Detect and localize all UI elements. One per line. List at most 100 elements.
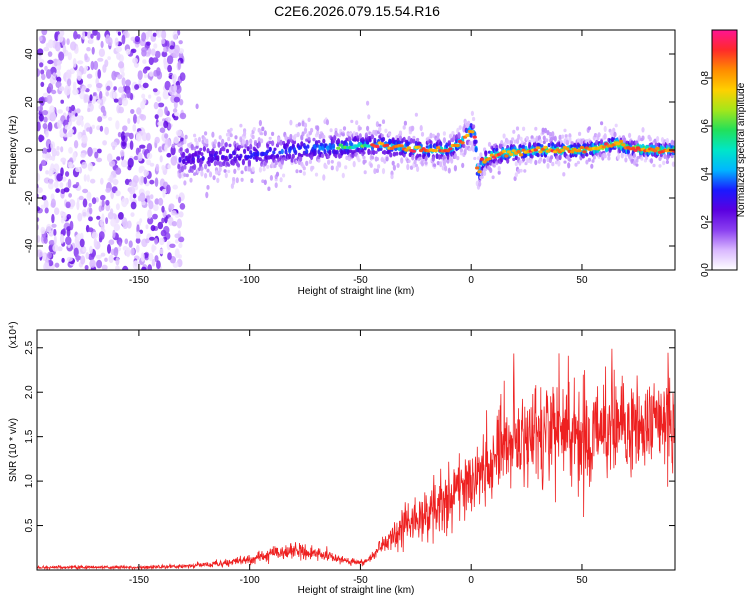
spectrogram-cell bbox=[66, 256, 73, 262]
spectrogram-cell bbox=[72, 58, 77, 68]
spectrogram-cell bbox=[236, 163, 241, 168]
spectrogram-cell bbox=[137, 70, 143, 80]
spectrogram-cell bbox=[112, 91, 118, 100]
spectrogram-cell bbox=[515, 126, 520, 131]
spectrogram-cell bbox=[65, 69, 72, 79]
spectrogram-cell bbox=[44, 65, 48, 71]
spectrogram-peak bbox=[618, 139, 624, 143]
spectrogram-cell bbox=[141, 266, 147, 270]
spectrogram-cell bbox=[71, 115, 76, 122]
spectrogram-cell bbox=[147, 47, 152, 55]
spectrogram-cell bbox=[51, 89, 57, 95]
spectrogram-cell bbox=[156, 30, 162, 38]
spectrogram-cell bbox=[43, 46, 50, 52]
spectrogram-cell bbox=[373, 168, 377, 175]
spectrogram-cell bbox=[316, 144, 320, 148]
spectrogram-cell bbox=[327, 159, 331, 165]
spectrogram-cell bbox=[352, 131, 356, 138]
spectrogram-peak bbox=[375, 144, 380, 149]
spectrogram-cell bbox=[389, 152, 393, 158]
spectrogram-cell bbox=[178, 211, 184, 218]
spectrogram-cell bbox=[41, 195, 47, 201]
spectrogram-cell bbox=[378, 126, 382, 132]
spectrogram-cell bbox=[251, 134, 255, 140]
spectrogram-peak bbox=[472, 135, 477, 139]
spectrogram-cell bbox=[68, 128, 74, 134]
spectrogram-cell bbox=[184, 161, 188, 166]
spectrogram-cell bbox=[84, 53, 88, 61]
spectrogram-cell bbox=[446, 154, 450, 160]
spectrogram-cell bbox=[411, 154, 415, 161]
spectrogram-cell bbox=[105, 199, 110, 206]
spectrogram-cell bbox=[57, 119, 62, 129]
spectrogram-cell bbox=[339, 128, 343, 133]
y-tick-label: 40 bbox=[24, 48, 35, 60]
spectrogram-cell bbox=[41, 73, 46, 81]
spectrogram-cell bbox=[302, 171, 306, 176]
spectrogram-cell bbox=[42, 252, 47, 261]
spectrogram-cell bbox=[38, 36, 43, 42]
spectrogram-cell bbox=[43, 199, 49, 209]
snr-y-ticks: 0.5 1.0 1.5 2.0 2.5 bbox=[24, 340, 675, 533]
spectrogram-cell bbox=[45, 170, 49, 175]
spectrogram-cell bbox=[346, 132, 350, 136]
spectrogram-cell bbox=[366, 125, 370, 132]
spectrogram-cell bbox=[202, 137, 206, 141]
spectrogram-cell bbox=[539, 157, 543, 161]
spectrogram-cell bbox=[328, 149, 332, 155]
spectrogram-cell bbox=[280, 148, 284, 155]
spectrogram-cell bbox=[246, 154, 250, 159]
spectrogram-cell bbox=[551, 161, 555, 167]
spectrogram-cell bbox=[164, 106, 169, 116]
spectrogram-cell bbox=[224, 172, 228, 179]
spectrogram-cell bbox=[349, 149, 353, 154]
spectrogram-cell bbox=[48, 182, 54, 190]
spectrogram-cell bbox=[436, 161, 440, 166]
spectrogram-cell bbox=[127, 157, 134, 168]
spectrogram-cell bbox=[60, 217, 65, 224]
spectrogram-cell bbox=[662, 160, 666, 166]
spectrogram-cell bbox=[197, 136, 202, 143]
spectrogram-cell bbox=[609, 131, 613, 136]
spectrogram-cell bbox=[349, 132, 353, 137]
spectrogram-cell bbox=[652, 163, 656, 168]
spectrogram-cell bbox=[119, 149, 125, 157]
spectrogram-cell bbox=[136, 224, 140, 234]
spectrogram-x-label: Height of straight line (km) bbox=[298, 286, 415, 297]
spectrogram-peak bbox=[406, 146, 412, 150]
spectrogram-peak bbox=[533, 148, 538, 152]
spectrogram-cell bbox=[445, 142, 449, 149]
spectrogram-cell bbox=[292, 140, 297, 145]
spectrogram-cell bbox=[147, 264, 152, 270]
spectrogram-cell bbox=[574, 162, 578, 167]
spectrogram-cell bbox=[87, 83, 92, 88]
spectrogram-cell bbox=[154, 238, 158, 245]
spectrogram-cell bbox=[100, 177, 104, 185]
spectrogram-cell bbox=[595, 139, 599, 145]
spectrogram-cell bbox=[72, 151, 77, 162]
spectrogram-cell bbox=[487, 141, 492, 147]
spectrogram-cell bbox=[140, 252, 145, 262]
spectrogram-cell bbox=[126, 89, 131, 99]
spectrogram-cell bbox=[202, 146, 206, 152]
spectrogram-peak bbox=[411, 149, 416, 153]
spectrogram-cell bbox=[229, 127, 233, 132]
spectrogram-cell bbox=[250, 178, 254, 184]
spectrogram-cell bbox=[381, 137, 386, 142]
spectrogram-cell bbox=[558, 154, 562, 161]
spectrogram-cell bbox=[272, 150, 276, 155]
spectrogram-cell bbox=[70, 41, 77, 51]
spectrogram-cell bbox=[240, 177, 244, 182]
spectrogram-cell bbox=[306, 144, 310, 149]
spectrogram-cell bbox=[149, 71, 154, 77]
spectrogram-cell bbox=[193, 163, 197, 171]
spectrogram-cell bbox=[329, 128, 333, 133]
spectrogram-cell bbox=[400, 157, 404, 164]
spectrogram-cell bbox=[392, 164, 396, 171]
spectrogram-cell bbox=[358, 126, 362, 131]
spectrogram-cell bbox=[121, 159, 128, 168]
spectrogram-cell bbox=[75, 108, 81, 114]
spectrogram-cell bbox=[362, 155, 366, 160]
spectrogram-peak bbox=[633, 148, 638, 152]
spectrogram-cell bbox=[409, 165, 414, 170]
